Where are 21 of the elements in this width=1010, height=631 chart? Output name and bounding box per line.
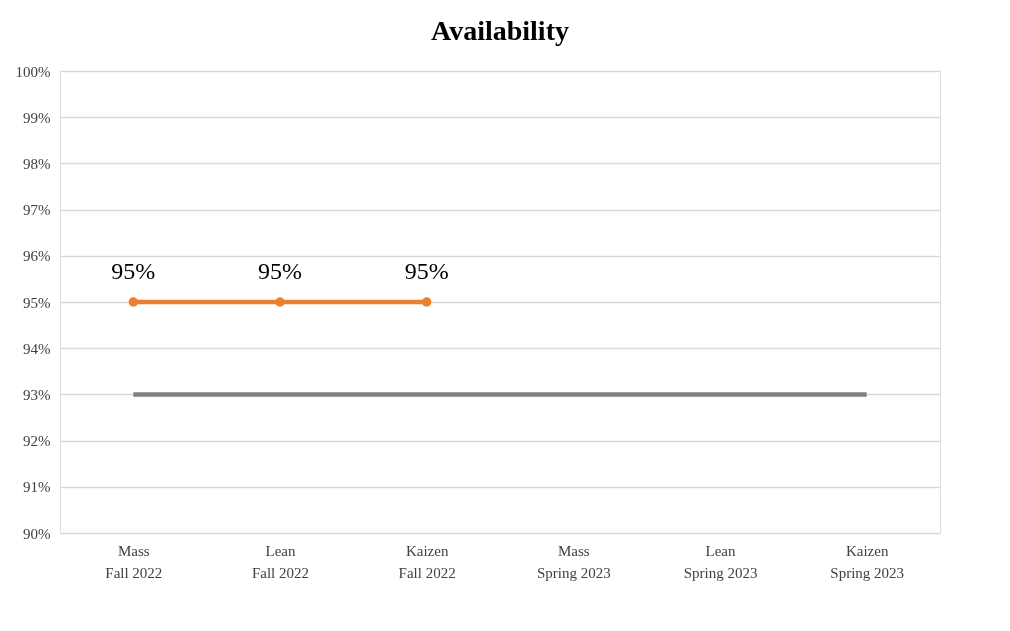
x-tick-label: Mass Spring 2023	[536, 542, 611, 581]
data-label: 95%	[258, 258, 302, 284]
x-tick-label: Kaizen Spring 2023	[830, 542, 905, 581]
y-tick-label: 97%	[23, 202, 51, 219]
x-tick-label: Mass Fall 2022	[105, 542, 163, 581]
y-tick-label: 93%	[23, 386, 51, 403]
x-tick-label: Kaizen Fall 2022	[398, 542, 456, 581]
y-tick-label: 91%	[23, 479, 51, 496]
y-tick-label: 95%	[23, 294, 51, 311]
y-tick-label: 100%	[15, 63, 51, 80]
chart-title: Availability	[431, 15, 569, 46]
data-label: 95%	[404, 258, 449, 284]
y-tick-label: 99%	[23, 109, 51, 126]
x-tick-label: Lean Spring 2023	[683, 542, 758, 581]
y-tick-label: 92%	[23, 433, 51, 450]
y-tick-label: 90%	[23, 525, 51, 542]
y-tick-label: 98%	[23, 155, 51, 172]
x-tick-label: Lean Fall 2022	[251, 542, 310, 581]
y-tick-label: 96%	[23, 248, 51, 265]
y-tick-label: 94%	[23, 340, 51, 357]
data-label: 95%	[111, 258, 156, 284]
